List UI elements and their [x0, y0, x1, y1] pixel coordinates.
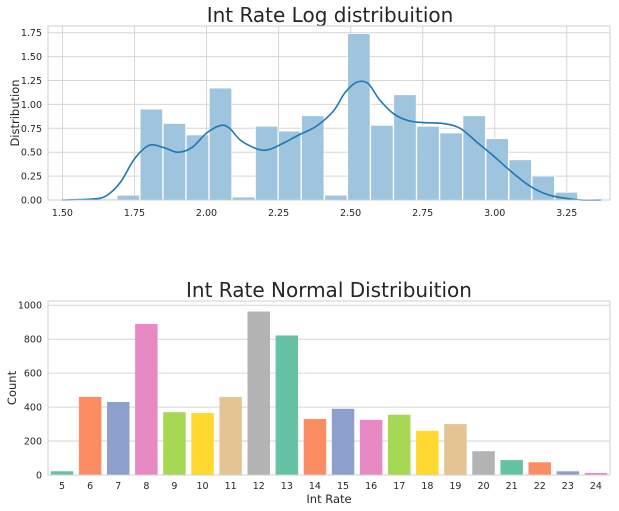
bottom-x-tick-label: 6: [87, 481, 93, 492]
count-bar: [444, 424, 467, 475]
bottom-chart-title: Int Rate Normal Distribuition: [186, 278, 472, 302]
top-chart-x-ticks: 1.50 1.75 2.00 2.25 2.50 2.75 3.00 3.25: [52, 208, 578, 219]
bottom-x-tick-label: 8: [143, 481, 149, 492]
histogram-bar: [485, 138, 509, 201]
bottom-x-tick-label: 5: [59, 481, 65, 492]
count-bar: [359, 419, 383, 475]
bottom-x-tick-label: 13: [281, 481, 293, 492]
bottom-x-tick-label: 22: [534, 481, 546, 492]
top-chart-kde-line: [62, 80, 602, 201]
bottom-x-tick-label: 24: [590, 481, 602, 492]
bottom-x-tick-label: 15: [337, 481, 349, 492]
histogram-bar: [278, 130, 302, 201]
top-chart-frame: [47, 25, 611, 201]
bottom-x-tick-label: 11: [225, 481, 237, 492]
top-y-tick-label: 0.75: [21, 124, 42, 135]
bottom-x-tick-label: 23: [562, 481, 574, 492]
histogram-bar: [462, 115, 486, 201]
bottom-chart-bars: [50, 311, 608, 475]
log-distribution-chart: Int Rate Log distribuition 1.50 1.75 2.00 2…: [8, 3, 611, 219]
bottom-x-tick-label: 9: [171, 481, 177, 492]
bottom-chart-frame: [47, 300, 611, 476]
bottom-y-tick-label: 800: [24, 335, 42, 346]
top-x-tick-label: 3.25: [556, 208, 577, 219]
histogram-bar: [370, 125, 394, 201]
count-bar: [528, 462, 551, 475]
top-x-tick-label: 2.50: [340, 208, 361, 219]
histogram-bar: [209, 87, 232, 201]
histogram-bar: [162, 123, 186, 201]
histogram-bar: [139, 108, 163, 201]
top-x-tick-label: 1.75: [124, 208, 145, 219]
top-y-tick-label: 0.00: [21, 196, 42, 207]
count-bar: [163, 412, 186, 475]
bottom-x-tick-label: 14: [309, 481, 321, 492]
count-bar: [219, 396, 242, 475]
top-chart-bars: [93, 33, 578, 201]
count-bar: [50, 471, 74, 475]
histogram-bar: [255, 126, 279, 201]
top-x-tick-label: 2.25: [268, 208, 289, 219]
bottom-x-tick-label: 12: [253, 481, 265, 492]
count-bar: [416, 430, 439, 475]
bottom-y-tick-label: 600: [24, 369, 42, 380]
bottom-y-tick-label: 400: [24, 403, 42, 414]
count-bar: [275, 335, 299, 475]
bottom-y-tick-label: 0: [36, 471, 42, 482]
bottom-x-tick-label: 19: [449, 481, 461, 492]
histogram-bar: [439, 132, 463, 201]
top-x-tick-label: 3.00: [484, 208, 505, 219]
bottom-x-tick-label: 18: [421, 481, 433, 492]
histogram-bar: [324, 194, 348, 201]
bottom-chart-x-label: Int Rate: [306, 492, 351, 506]
top-y-tick-label: 1.75: [21, 28, 42, 39]
top-chart-title: Int Rate Log distribuition: [207, 3, 454, 27]
count-bar: [247, 311, 270, 475]
count-bar: [584, 472, 608, 475]
top-y-tick-label: 0.50: [21, 148, 42, 159]
bottom-x-tick-label: 21: [506, 481, 518, 492]
count-bar: [472, 451, 495, 475]
count-bar: [556, 471, 580, 475]
count-bar: [107, 402, 130, 475]
count-bar: [388, 414, 411, 475]
bottom-x-tick-label: 7: [115, 481, 121, 492]
bottom-x-tick-label: 10: [197, 481, 209, 492]
count-bar: [500, 460, 523, 475]
histogram-bar: [186, 134, 209, 201]
bottom-chart-grid: [48, 304, 610, 476]
count-bar: [303, 418, 327, 475]
top-y-tick-label: 1.50: [21, 52, 42, 63]
histogram-bar: [416, 126, 440, 201]
bottom-x-tick-label: 17: [393, 481, 405, 492]
top-chart-y-ticks: 0.00 0.25 0.50 0.75 1.00 1.25 1.50 1.75: [21, 28, 42, 206]
histogram-bar: [347, 33, 371, 201]
bottom-chart-y-ticks: 0 200 400 600 800 1000: [18, 301, 42, 482]
bottom-chart-y-label: Count: [5, 370, 19, 405]
count-bar: [191, 413, 214, 475]
top-x-tick-label: 2.75: [412, 208, 433, 219]
histogram-bar: [393, 94, 417, 201]
normal-distribution-chart: Int Rate Normal Distribuition 5 6 7 8 9 10 11 1…: [5, 278, 611, 506]
bottom-y-tick-label: 1000: [18, 301, 42, 312]
top-chart-y-label: Distribution: [8, 79, 22, 146]
top-y-tick-label: 0.25: [21, 172, 42, 183]
count-bar: [78, 396, 102, 475]
bottom-y-tick-label: 200: [24, 437, 42, 448]
top-y-tick-label: 1.25: [21, 76, 42, 87]
count-bar: [135, 323, 158, 475]
count-bar: [331, 408, 355, 475]
top-x-tick-label: 1.50: [52, 208, 73, 219]
top-y-tick-label: 1.00: [21, 100, 42, 111]
histogram-bar: [116, 194, 140, 201]
bottom-chart-x-ticks: 5 6 7 8 9 10 11 12 13 14 15 16 17 18 19 20 21 22 23 24: [59, 481, 602, 492]
top-x-tick-label: 2.00: [196, 208, 217, 219]
bottom-x-tick-label: 20: [478, 481, 490, 492]
bottom-x-tick-label: 16: [365, 481, 377, 492]
